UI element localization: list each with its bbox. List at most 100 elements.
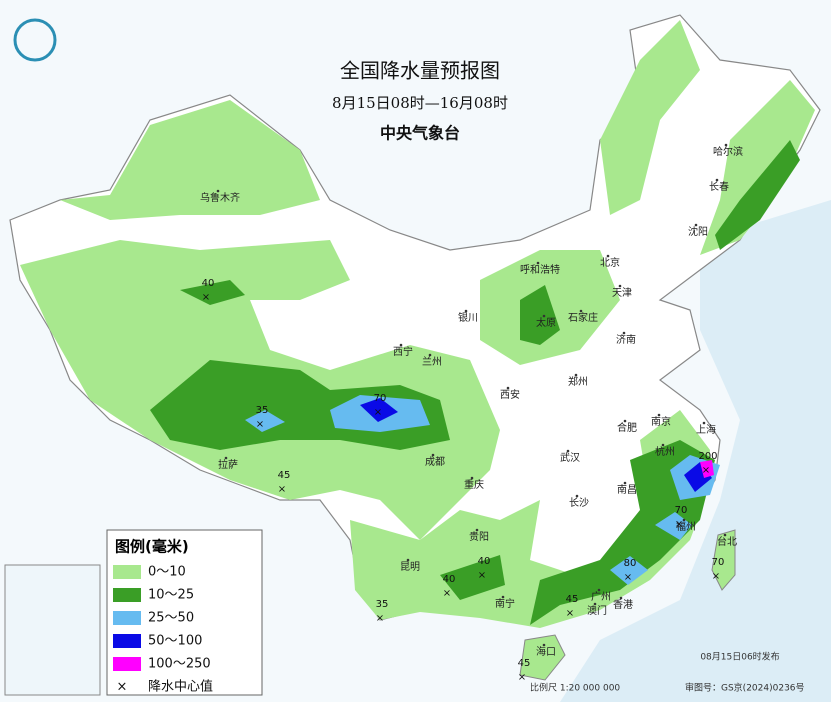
- city-label: 呼和浩特: [520, 264, 560, 276]
- center-value: 70: [712, 557, 725, 568]
- city-label: 海口: [536, 645, 556, 658]
- center-mark: ×: [478, 570, 486, 581]
- city-dot: [566, 449, 570, 453]
- rain-0-10: [700, 80, 815, 255]
- city-label: 贵阳: [469, 530, 489, 543]
- city-label: 香港: [613, 599, 633, 611]
- legend-center-mark: ×: [117, 680, 128, 695]
- center-mark: ×: [675, 519, 683, 530]
- city-dot: [723, 533, 727, 537]
- legend: 0～10 10～25 25～50 50～100 100～250 × 降水中心值: [113, 565, 213, 695]
- city-dot: [694, 223, 698, 227]
- rain-10-25: [715, 140, 800, 250]
- city-label: 拉萨: [218, 458, 238, 471]
- legend-swatch: [113, 588, 141, 602]
- city-dot: [475, 528, 479, 532]
- city-label: 天津: [612, 287, 632, 299]
- city-dot: [661, 443, 665, 447]
- inset-map: [4, 564, 101, 696]
- rain-areas: [20, 20, 815, 628]
- center-mark: ×: [712, 571, 720, 582]
- city-label: 台北: [717, 535, 737, 548]
- issuer: 中央气象台: [380, 124, 460, 143]
- city-dot: [501, 595, 505, 599]
- city-label: 银川: [458, 311, 478, 324]
- city-label: 沈阳: [688, 225, 708, 238]
- city-dot: [623, 481, 627, 485]
- center-value: 40: [478, 556, 491, 567]
- city-label: 南宁: [495, 597, 515, 610]
- center-mark: ×: [376, 613, 384, 624]
- city-label: 武汉: [560, 451, 580, 464]
- city-label: 长沙: [569, 497, 589, 509]
- city-dot: [216, 189, 220, 193]
- city-dot: [724, 143, 728, 147]
- rain-10-25: [180, 280, 245, 305]
- city-label: 福州: [676, 520, 696, 533]
- legend-swatch: [113, 611, 141, 625]
- city-dot: [428, 353, 432, 357]
- scale: 比例尺 1:20 000 000: [530, 682, 620, 694]
- city-dot: [579, 309, 583, 313]
- rain-25-50: [610, 556, 648, 585]
- rain-10-25: [530, 440, 715, 625]
- center-mark: ×: [202, 292, 210, 303]
- city-label: 哈尔滨: [713, 145, 743, 158]
- city-label: 杭州: [655, 445, 675, 458]
- center-value: 70: [675, 505, 688, 516]
- city-label: 西宁: [393, 345, 413, 358]
- legend-label: 100～250: [148, 657, 211, 672]
- city-dot: [657, 413, 661, 417]
- review: 审图号：GS京(2024)0236号: [685, 682, 805, 694]
- city-dot: [623, 419, 627, 423]
- city-label: 西安: [500, 388, 520, 401]
- city-label: 兰州: [422, 355, 442, 368]
- center-mark: ×: [702, 465, 710, 476]
- rain-10-25: [440, 555, 505, 600]
- rain-25-50: [245, 410, 285, 432]
- city-dot: [715, 178, 719, 182]
- city-dot: [224, 456, 228, 460]
- rain-25-50: [655, 512, 692, 540]
- city-label: 济南: [616, 333, 636, 346]
- city-dot: [464, 309, 468, 313]
- rain-100-250: [700, 460, 714, 478]
- city-label: 广州: [591, 591, 611, 603]
- city-dot: [574, 373, 578, 377]
- city-dot: [575, 494, 579, 498]
- center-value: 80: [624, 558, 637, 569]
- city-dot: [406, 558, 410, 562]
- city-dot: [618, 284, 622, 288]
- city-dot: [682, 518, 686, 522]
- city-label: 太原: [536, 316, 556, 329]
- center-value: 40: [443, 574, 456, 585]
- center-value: 45: [518, 658, 531, 669]
- city-dot: [619, 596, 623, 600]
- center-mark: ×: [518, 672, 526, 683]
- center-mark: ×: [278, 484, 286, 495]
- rain-0-10: [60, 100, 320, 220]
- city-dot: [399, 343, 403, 347]
- city-dot: [622, 331, 626, 335]
- legend-label: 50～100: [148, 634, 202, 649]
- title: 全国降水量预报图: [340, 59, 500, 83]
- center-mark: ×: [624, 572, 632, 583]
- city-label: 南昌: [617, 483, 637, 496]
- legend-label: 0～10: [148, 565, 186, 580]
- city-dot: [606, 254, 610, 258]
- city-label: 长春: [709, 181, 729, 193]
- city-label: 乌鲁木齐: [200, 191, 240, 204]
- hainan: [519, 634, 566, 681]
- city-label: 北京: [600, 256, 620, 269]
- city-label: 重庆: [464, 478, 484, 491]
- center-mark: ×: [566, 608, 574, 619]
- city-label: 澳门: [587, 604, 607, 617]
- logo: [13, 18, 57, 62]
- centers: × 40 × 35 × 70 × 45 × 40 × 40 × 35 × 45 × 45 × 70 × 80 × 70 × 200: [202, 278, 725, 683]
- center-value: 45: [278, 470, 291, 481]
- center-value: 45: [566, 594, 579, 605]
- legend-label: 25～50: [148, 611, 194, 626]
- rain-0-10: [600, 20, 700, 215]
- legend-label: 10～25: [148, 588, 194, 603]
